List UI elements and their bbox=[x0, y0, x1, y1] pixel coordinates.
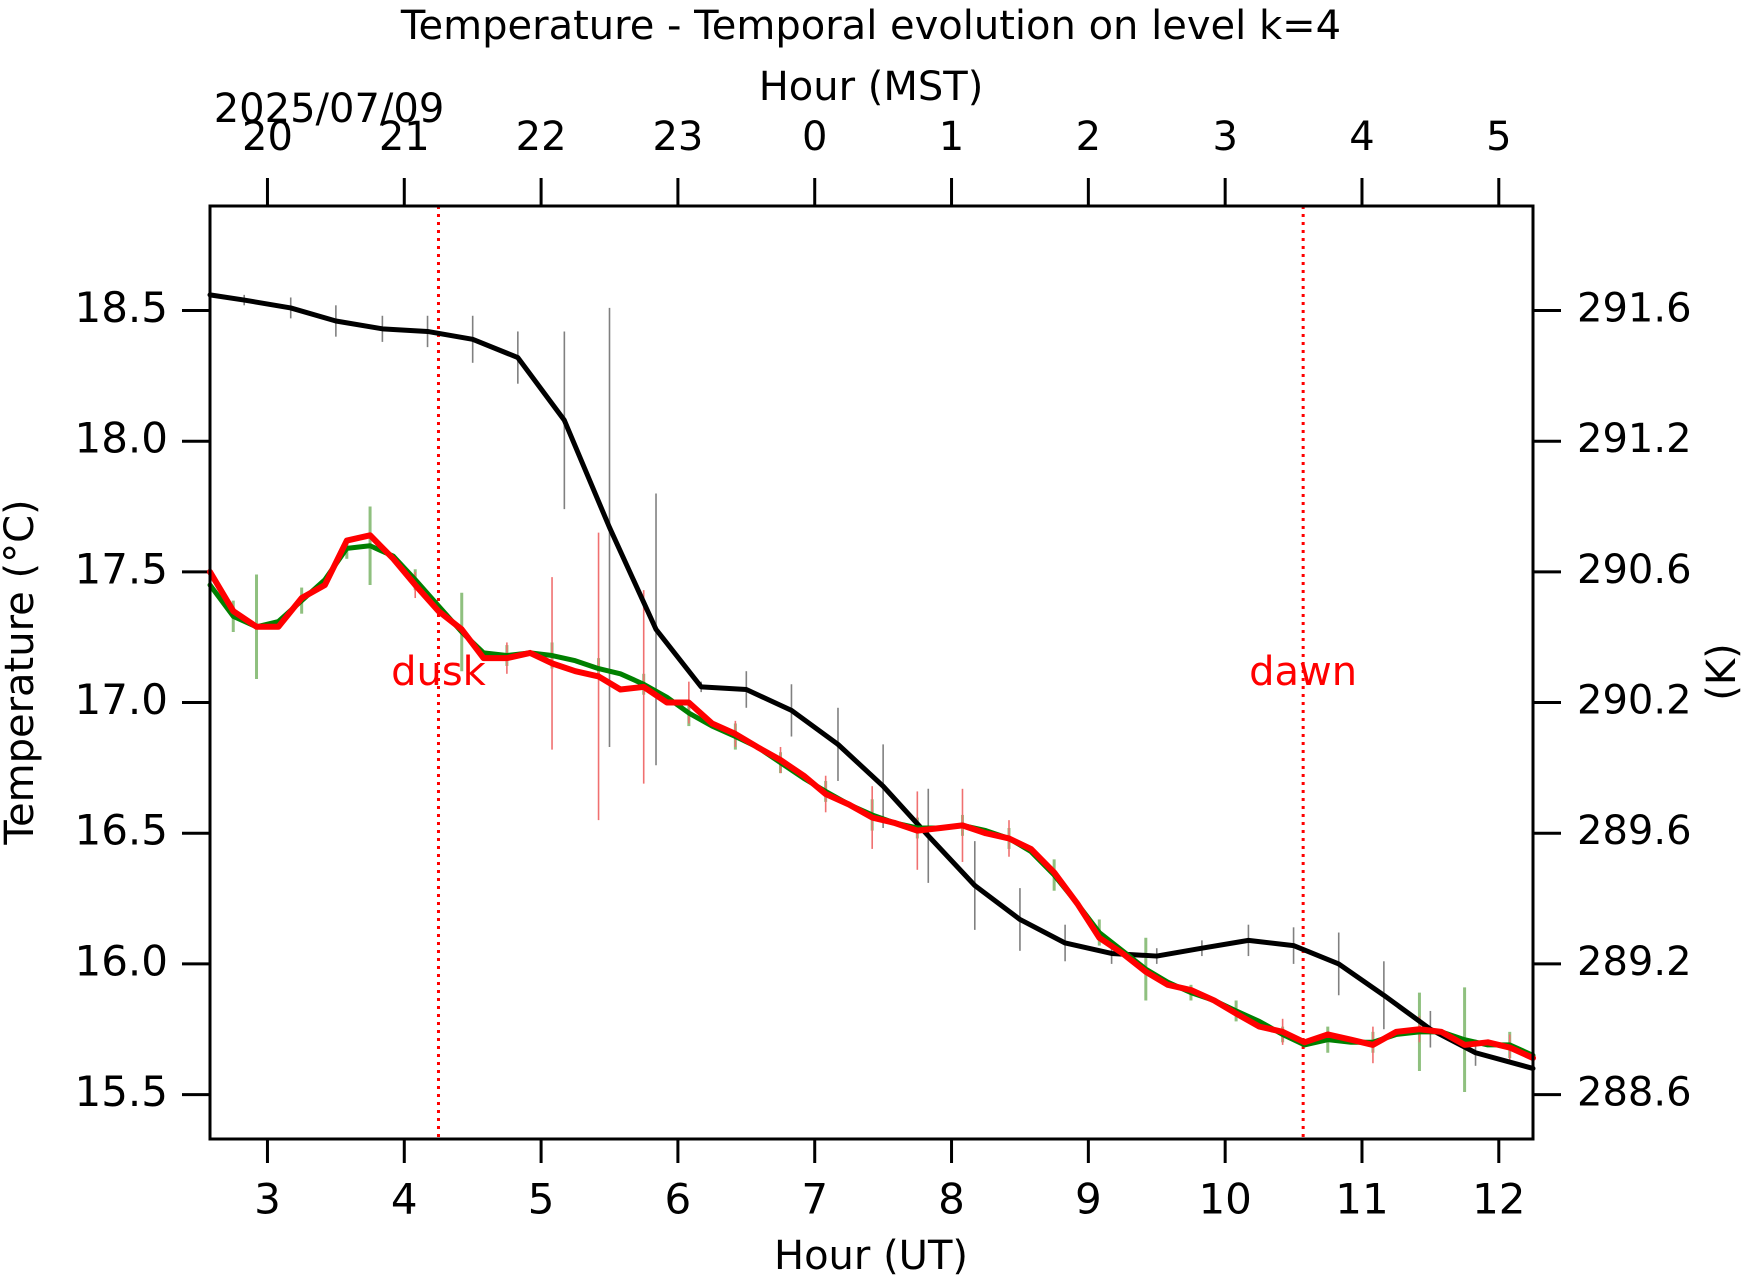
y-tick-label: 15.5 bbox=[74, 1067, 168, 1116]
y2-tick-label: 288.6 bbox=[1577, 1070, 1692, 1116]
y-tick-label: 18.5 bbox=[74, 283, 168, 332]
y-tick-label: 16.0 bbox=[74, 936, 168, 985]
x2-tick-label: 4 bbox=[1349, 114, 1374, 160]
x2-tick-label: 20 bbox=[242, 114, 293, 160]
x2-axis-label: Hour (MST) bbox=[759, 64, 984, 110]
y2-tick-label: 291.6 bbox=[1577, 286, 1692, 332]
y-axis-label: Temperature (°C) bbox=[0, 499, 43, 845]
y2-tick-label: 289.2 bbox=[1577, 939, 1692, 985]
event-label: dusk bbox=[391, 649, 487, 695]
x-tick-label: 5 bbox=[528, 1175, 555, 1224]
x2-tick-label: 2 bbox=[1076, 114, 1101, 160]
x2-tick-label: 0 bbox=[802, 114, 827, 160]
x2-tick-label: 21 bbox=[379, 114, 430, 160]
x-tick-label: 6 bbox=[665, 1175, 692, 1224]
y-tick-label: 16.5 bbox=[74, 806, 168, 855]
x-tick-label: 7 bbox=[801, 1175, 828, 1224]
y2-tick-label: 290.2 bbox=[1577, 678, 1692, 724]
y-tick-label: 17.5 bbox=[74, 544, 168, 593]
event-label: dawn bbox=[1249, 649, 1357, 695]
x2-tick-label: 1 bbox=[939, 114, 964, 160]
x2-tick-label: 22 bbox=[516, 114, 567, 160]
y2-tick-label: 289.6 bbox=[1577, 808, 1692, 854]
y2-tick-label: 291.2 bbox=[1577, 416, 1692, 462]
x2-tick-label: 3 bbox=[1212, 114, 1237, 160]
x-tick-label: 4 bbox=[391, 1175, 418, 1224]
x-tick-label: 9 bbox=[1075, 1175, 1102, 1224]
series-line bbox=[207, 292, 1536, 1071]
x2-tick-label: 23 bbox=[652, 114, 703, 160]
y-tick-label: 18.0 bbox=[74, 414, 168, 463]
chart-title: Temperature - Temporal evolution on leve… bbox=[400, 3, 1341, 49]
date-annotation: 2025/07/09 bbox=[214, 86, 445, 132]
y2-tick-label: 290.6 bbox=[1577, 547, 1692, 593]
series-line bbox=[207, 532, 1536, 1061]
x-tick-label: 11 bbox=[1335, 1175, 1388, 1224]
x-tick-label: 8 bbox=[938, 1175, 965, 1224]
x-axis-label: Hour (UT) bbox=[774, 1233, 968, 1279]
x-tick-label: 3 bbox=[254, 1175, 281, 1224]
x-tick-label: 12 bbox=[1472, 1175, 1525, 1224]
x2-tick-label: 5 bbox=[1486, 114, 1511, 160]
y-tick-label: 17.0 bbox=[74, 675, 168, 724]
plot-frame bbox=[208, 204, 1535, 1141]
x-tick-label: 10 bbox=[1198, 1175, 1251, 1224]
y2-axis-label: (K) bbox=[1699, 643, 1742, 700]
